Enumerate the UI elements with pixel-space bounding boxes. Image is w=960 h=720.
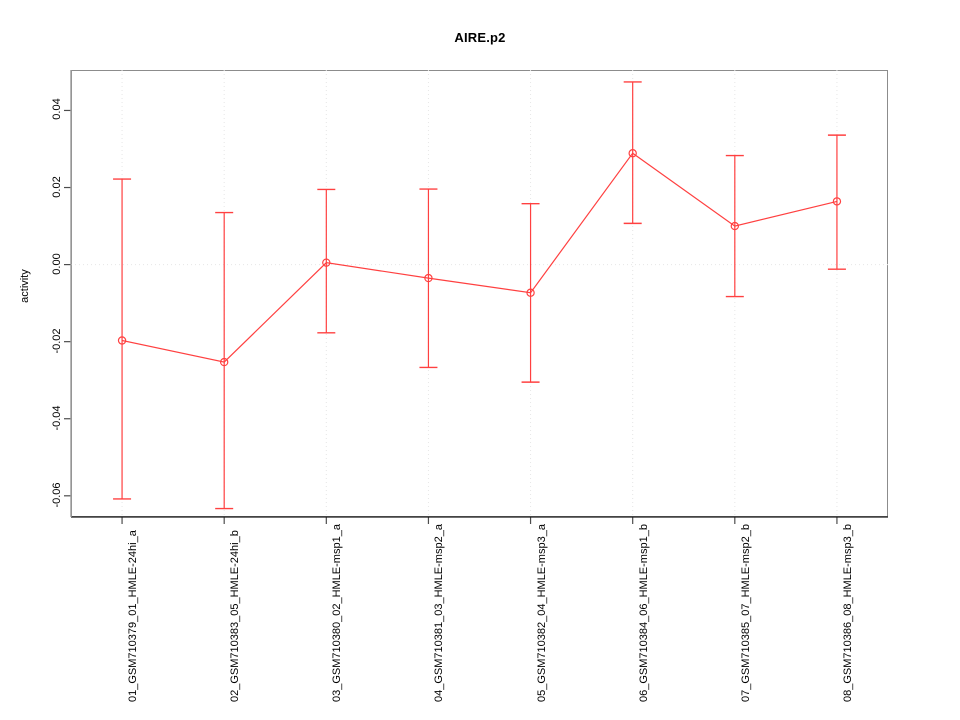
x-axis-tick-label: 08_GSM710386_08_HMLE-msp3_b — [841, 524, 854, 702]
y-axis-tick-label: 0.04 — [51, 98, 63, 121]
y-axis-title: activity — [19, 269, 31, 303]
x-axis-tick-label: 04_GSM710381_03_HMLE-msp2_a — [433, 524, 446, 702]
x-axis-tick-label: 06_GSM710384_06_HMLE-msp1_b — [637, 524, 650, 702]
y-axis-tick-label: -0.06 — [51, 482, 63, 508]
x-axis-tick-label: 02_GSM710383_05_HMLE-24hi_b — [229, 530, 242, 702]
x-axis-tick-label: 07_GSM710385_07_HMLE-msp2_b — [739, 524, 752, 702]
y-axis-tick-label: -0.04 — [51, 405, 63, 431]
y-axis-tick-label: 0.02 — [51, 175, 63, 198]
chart-title: AIRE.p2 — [454, 30, 506, 45]
x-axis-tick-label: 05_GSM710382_04_HMLE-msp3_a — [535, 524, 548, 702]
x-axis-tick-label: 03_GSM710380_02_HMLE-msp1_a — [331, 524, 344, 702]
y-axis-tick-label: -0.02 — [51, 328, 63, 354]
y-axis-tick-label: 0.00 — [51, 252, 63, 275]
x-axis-tick-label: 01_GSM710379_01_HMLE-24hi_a — [127, 530, 140, 702]
plot-area-border — [71, 70, 888, 517]
